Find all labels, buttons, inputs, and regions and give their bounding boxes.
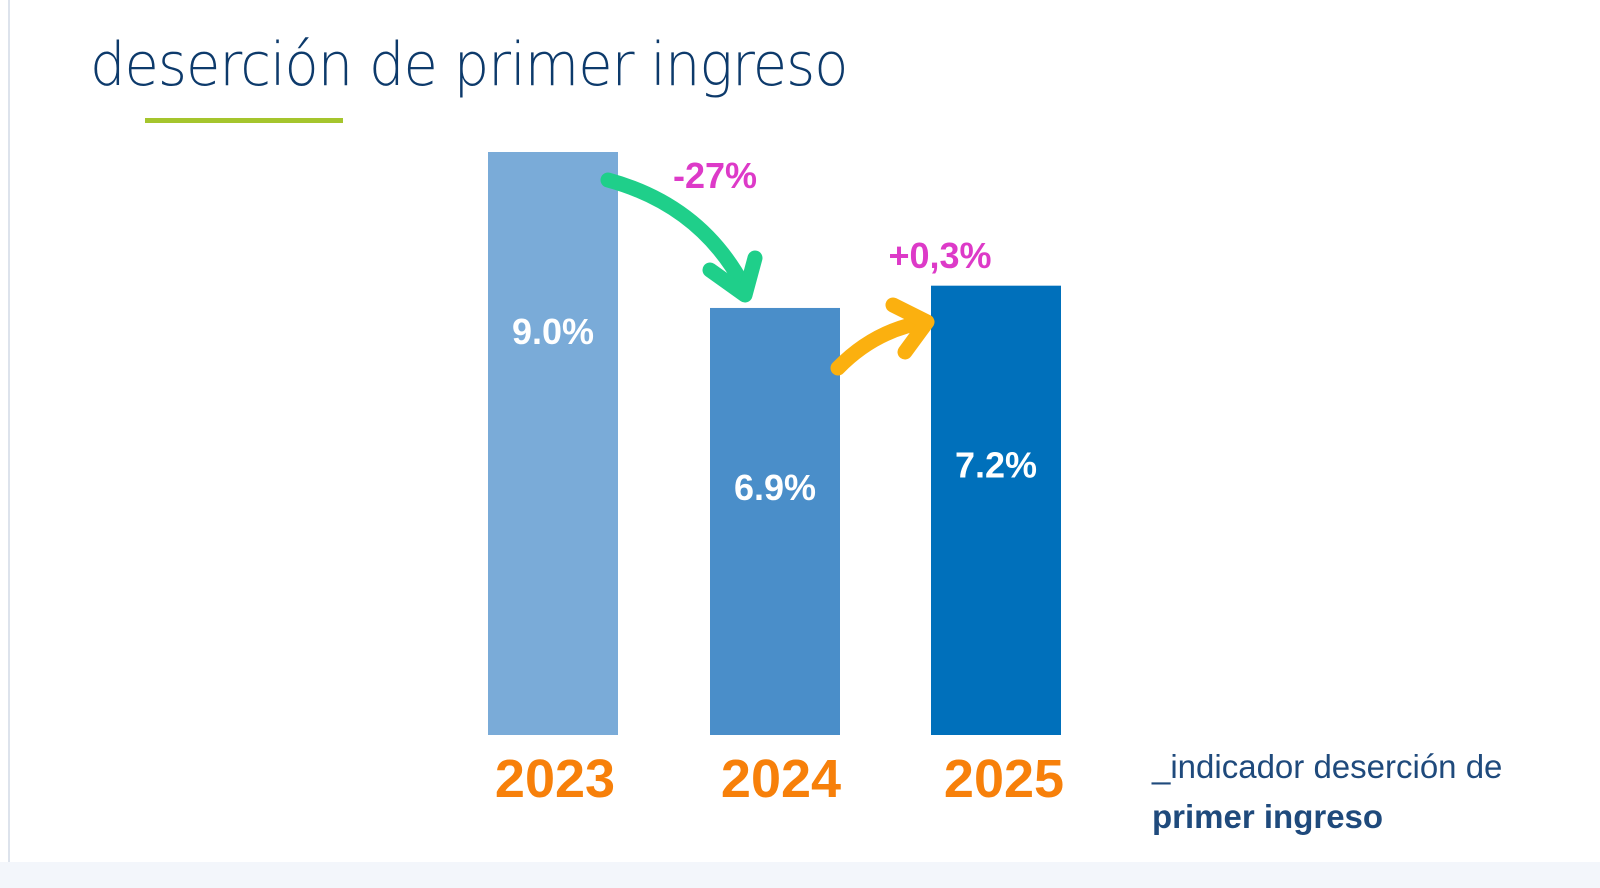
value-label-2024: 6.9% [734, 467, 816, 508]
chart-caption: _indicador deserción de primer ingreso [1152, 742, 1502, 842]
category-label-2024: 2024 [721, 749, 841, 809]
title-accent-line [145, 118, 343, 123]
bar-2025 [931, 285, 1061, 735]
bar-2024 [710, 307, 840, 735]
bottom-strip [0, 862, 1600, 888]
caption-line-2: primer ingreso [1152, 798, 1384, 835]
arrow-up-head-icon [885, 297, 935, 360]
caption-line-1: _indicador deserción de [1152, 748, 1503, 785]
annotation-change-2024: -27% [673, 155, 757, 196]
category-label-2025: 2025 [944, 749, 1064, 809]
value-label-2025: 7.2% [955, 445, 1037, 486]
annotation-change-2025: +0,3% [888, 235, 991, 276]
arrow-down-head-icon [702, 250, 763, 303]
arrow-down-icon [600, 172, 751, 293]
left-border [8, 0, 10, 862]
bar-2023 [488, 152, 618, 735]
page-title: deserción de primer ingreso [90, 30, 848, 100]
value-label-2023: 9.0% [512, 311, 594, 352]
category-label-2023: 2023 [495, 749, 615, 809]
